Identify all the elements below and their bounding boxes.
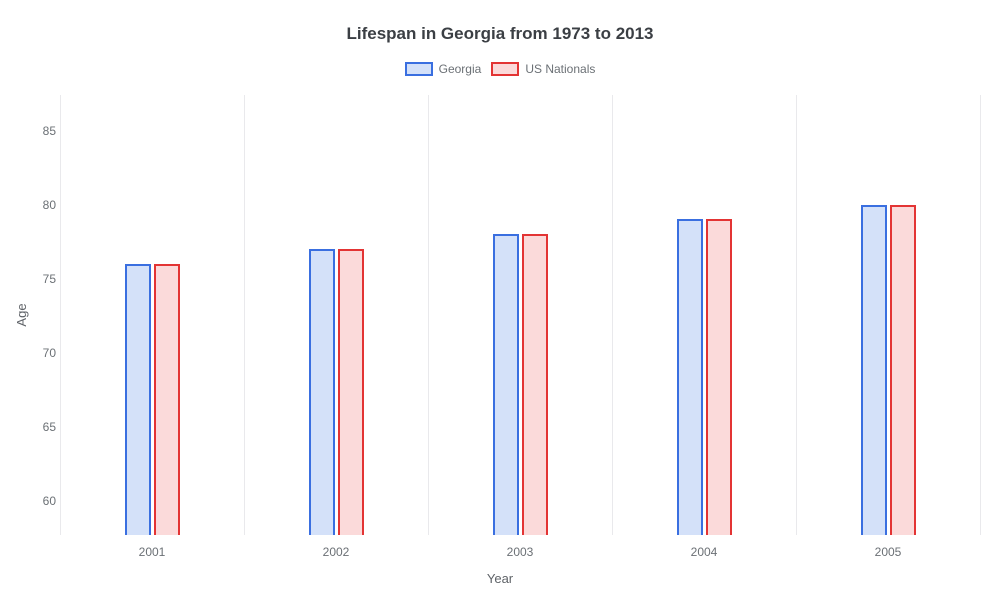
legend-label-us-nationals: US Nationals xyxy=(525,62,595,76)
bar xyxy=(309,249,335,535)
bar xyxy=(493,234,519,535)
legend-label-georgia: Georgia xyxy=(439,62,482,76)
legend-swatch-us-nationals xyxy=(491,62,519,76)
bar xyxy=(890,205,916,535)
x-tick-label: 2004 xyxy=(691,545,718,559)
legend-item-us-nationals: US Nationals xyxy=(491,62,595,76)
y-tick-label: 60 xyxy=(22,494,56,508)
gridline-vertical xyxy=(428,95,429,535)
bar xyxy=(677,219,703,535)
chart-title: Lifespan in Georgia from 1973 to 2013 xyxy=(0,24,1000,44)
bar xyxy=(522,234,548,535)
legend-item-georgia: Georgia xyxy=(405,62,482,76)
x-tick-label: 2002 xyxy=(323,545,350,559)
x-tick-label: 2003 xyxy=(507,545,534,559)
y-axis-label: Age xyxy=(14,303,29,326)
bar xyxy=(861,205,887,535)
x-axis-label: Year xyxy=(0,571,1000,586)
gridline-vertical xyxy=(244,95,245,535)
bar xyxy=(154,264,180,535)
x-tick-label: 2005 xyxy=(875,545,902,559)
y-tick-label: 80 xyxy=(22,198,56,212)
bar xyxy=(125,264,151,535)
gridline-vertical xyxy=(612,95,613,535)
legend-swatch-georgia xyxy=(405,62,433,76)
chart-legend: Georgia US Nationals xyxy=(0,62,1000,76)
y-tick-label: 70 xyxy=(22,346,56,360)
gridline-vertical xyxy=(796,95,797,535)
bar xyxy=(706,219,732,535)
y-tick-label: 85 xyxy=(22,124,56,138)
y-tick-label: 75 xyxy=(22,272,56,286)
bar xyxy=(338,249,364,535)
plot-area: 60657075808520012002200320042005 xyxy=(60,95,980,535)
x-tick-label: 2001 xyxy=(139,545,166,559)
y-tick-label: 65 xyxy=(22,420,56,434)
gridline-vertical xyxy=(60,95,61,535)
gridline-vertical xyxy=(980,95,981,535)
